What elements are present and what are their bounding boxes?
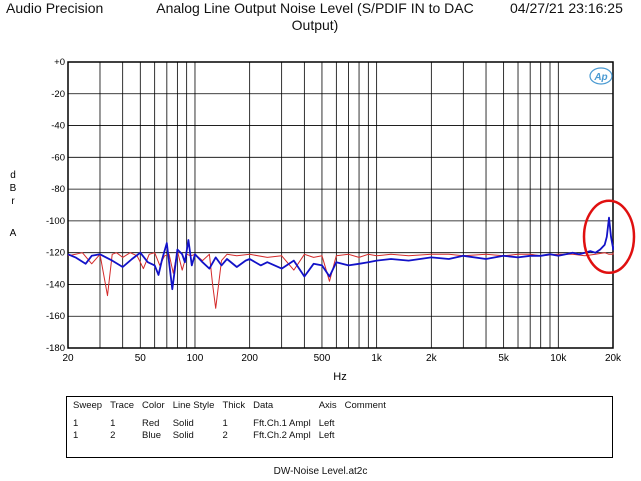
cell-line-style: Solid [172, 418, 194, 429]
y-tick-label: -40 [51, 121, 65, 132]
cell-thick: 1 [222, 418, 228, 429]
cell-comment [341, 430, 390, 442]
ap-logo-text: Ap [593, 72, 607, 83]
y-tick-label: -100 [46, 216, 65, 227]
x-tick-label: 50 [135, 353, 147, 364]
x-tick-label: 10k [550, 353, 567, 364]
legend-row: 1 1 Red Solid 1 Fft.Ch.1 Ampl Left [69, 418, 390, 430]
cell-data: Fft.Ch.1 Ampl [253, 418, 311, 429]
timestamp: 04/27/21 23:16:25 [510, 0, 623, 16]
y-tick-label: -140 [46, 279, 65, 290]
x-tick-label: 500 [314, 353, 331, 364]
y-tick-label: +0 [54, 57, 65, 68]
plot-frame [67, 61, 614, 349]
chart-svg: 20 50 100 200 500 1k 2k 5k 10k 20k +0 -20 -40 -60 -80… [10, 57, 636, 383]
x-tick-label: 200 [241, 353, 258, 364]
series-line-red [67, 250, 614, 309]
col-thick: Thick [222, 400, 246, 411]
x-axis-label: Hz [333, 371, 346, 383]
y-tick-label: -160 [46, 311, 65, 322]
cell-color: Red [142, 418, 160, 429]
y-tick-labels: +0 -20 -40 -60 -80 -100 -120 -140 -160 -180 [46, 57, 65, 354]
highlight-circle [582, 199, 636, 275]
chart-title: Analog Line Output Noise Level (S/PDIF I… [156, 0, 474, 33]
col-data: Data [253, 400, 274, 411]
col-sweep: Sweep [73, 400, 103, 411]
y-axis-label-char: d [10, 170, 16, 181]
cell-data: Fft.Ch.2 Ampl [253, 430, 311, 441]
x-tick-label: 2k [426, 353, 438, 364]
cell-color: Blue [142, 430, 162, 441]
y-tick-label: -60 [51, 152, 65, 163]
grid-vertical [67, 62, 614, 348]
cell-line-style: Solid [172, 430, 194, 441]
ap-logo-ring [589, 67, 613, 85]
y-axis-label-char: A [10, 228, 17, 239]
y-axis-label-char: B [10, 183, 17, 194]
grid-horizontal [68, 61, 613, 349]
x-tick-labels: 20 50 100 200 500 1k 2k 5k 10k 20k [62, 353, 622, 364]
col-color: Color [142, 400, 165, 411]
col-trace: Trace [110, 400, 134, 411]
trace-legend-table: Sweep Trace Color Line Style Thick Data … [66, 396, 613, 458]
cell-trace: 2 [110, 430, 116, 441]
brand-label: Audio Precision [6, 0, 104, 16]
y-tick-label: -180 [46, 343, 65, 354]
cell-comment [341, 418, 390, 430]
col-comment: Comment [344, 400, 386, 411]
legend-row: 1 2 Blue Solid 2 Fft.Ch.2 Ampl Left [69, 430, 390, 442]
x-tick-label: 1k [371, 353, 383, 364]
y-tick-label: -20 [51, 89, 65, 100]
cell-axis: Left [318, 418, 335, 429]
x-tick-label: 20k [605, 353, 622, 364]
traces [67, 216, 614, 309]
col-axis: Axis [318, 400, 337, 411]
cell-trace: 1 [110, 418, 116, 429]
ap-logo: Ap [589, 67, 613, 85]
legend-header-row: Sweep Trace Color Line Style Thick Data … [69, 400, 390, 412]
cell-sweep: 1 [73, 430, 79, 441]
y-tick-label: -120 [46, 248, 65, 259]
col-line-style: Line Style [172, 400, 215, 411]
y-tick-label: -80 [51, 184, 65, 195]
cell-axis: Left [318, 430, 335, 441]
x-tick-label: 100 [187, 353, 204, 364]
y-axis-label: dBr A [10, 170, 17, 239]
series-line-blue [67, 216, 614, 291]
file-name: DW-Noise Level.at2c [273, 466, 368, 477]
cell-sweep: 1 [73, 418, 79, 429]
y-axis-label-char: r [11, 196, 15, 207]
x-tick-label: 20 [62, 353, 74, 364]
cell-thick: 2 [222, 430, 228, 441]
x-tick-label: 5k [498, 353, 510, 364]
